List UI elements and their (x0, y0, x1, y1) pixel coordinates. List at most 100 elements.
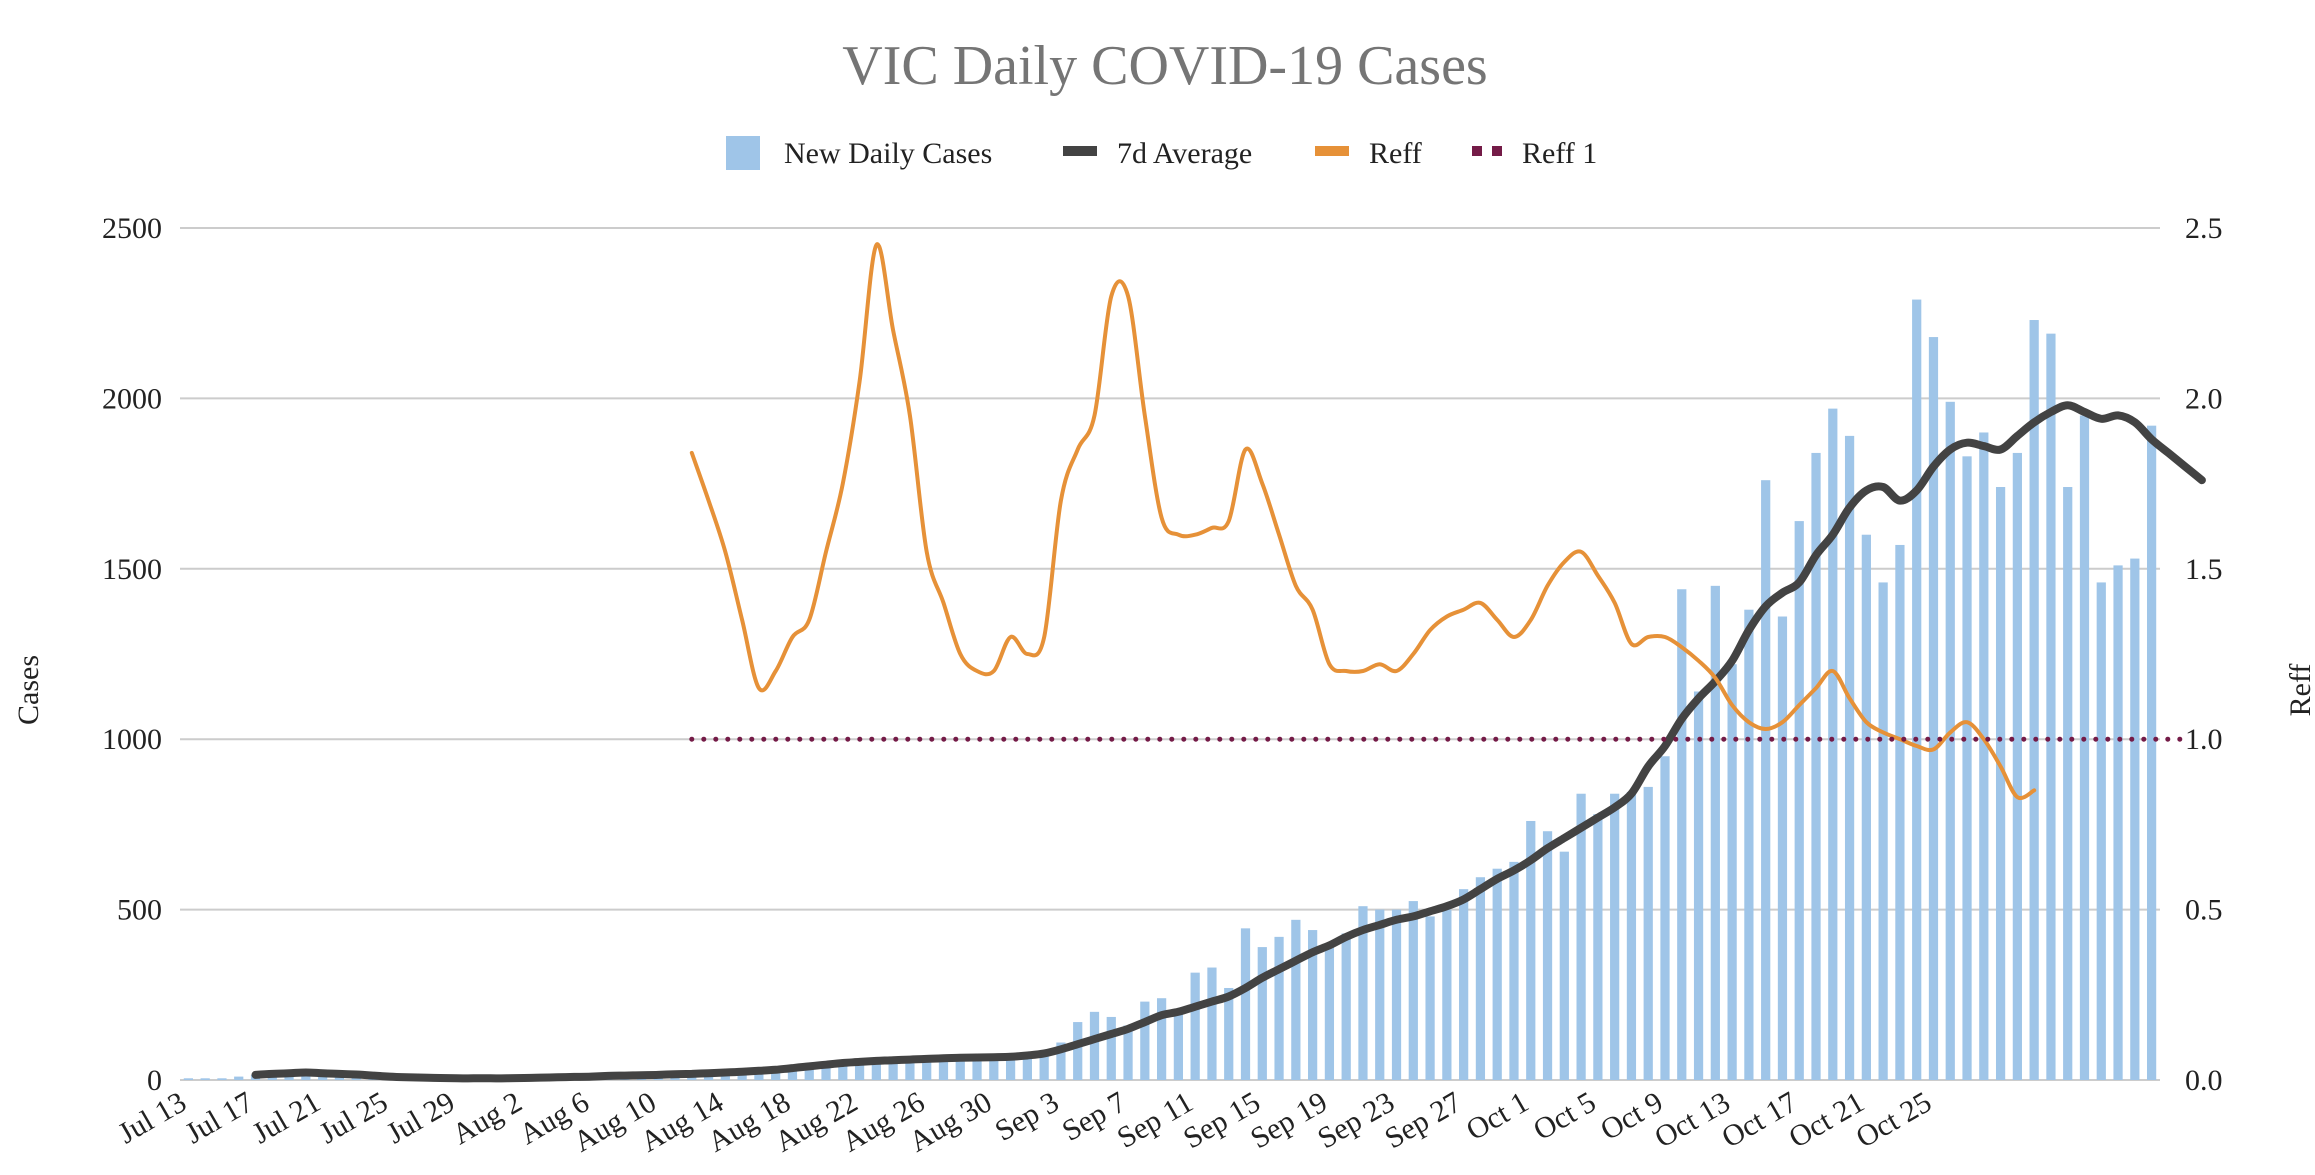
legend-item-reff-1[interactable]: Reff 1 (1472, 137, 1597, 170)
x-tick-label: Sep 3 (989, 1085, 1064, 1147)
bar-new-daily-cases (1509, 861, 1519, 1080)
bar-new-daily-cases (1626, 792, 1637, 1080)
bar-new-daily-cases (1056, 1042, 1066, 1080)
bar-new-daily-cases (1744, 609, 1754, 1080)
line-reff (689, 242, 2037, 801)
bar-series (183, 299, 2157, 1081)
x-tick-label: Oct 13 (1649, 1085, 1735, 1154)
legend-label-new-daily-cases: New Daily Cases (784, 137, 992, 170)
legend-swatch-new-daily-cases (726, 136, 760, 170)
bar-new-daily-cases (1576, 793, 1586, 1080)
bar-new-daily-cases (1291, 919, 1301, 1080)
bar-new-daily-cases (1542, 831, 1553, 1080)
bar-new-daily-cases (1559, 851, 1569, 1080)
bar-new-daily-cases (1324, 943, 1335, 1080)
bar-new-daily-cases (989, 1056, 999, 1080)
bar-new-daily-cases (1073, 1022, 1083, 1080)
bar-new-daily-cases (1526, 820, 1536, 1080)
bar-new-daily-cases (1962, 456, 1972, 1080)
bar-new-daily-cases (1005, 1056, 1016, 1080)
bar-new-daily-cases (1156, 998, 1167, 1080)
bar-new-daily-cases (1828, 408, 1838, 1080)
bar-new-daily-cases (1089, 1011, 1100, 1080)
bar-new-daily-cases (1475, 877, 1486, 1080)
bar-new-daily-cases (1341, 933, 1351, 1080)
bar-new-daily-cases (1190, 972, 1200, 1080)
bar-new-daily-cases (854, 1061, 865, 1080)
x-tick-label: Aug 2 (447, 1085, 528, 1151)
y2-tick-label: 1.5 (2185, 553, 2223, 586)
bar-new-daily-cases (1173, 1011, 1184, 1080)
line-7d-average (251, 401, 2206, 1083)
left-axis-ticks: 0 500 1000 1500 2000 2500 (102, 212, 162, 1097)
bar-new-daily-cases (1274, 936, 1284, 1080)
y2-tick-label: 0.0 (2185, 1064, 2223, 1097)
bar-new-daily-cases (1375, 909, 1385, 1080)
bar-new-daily-cases (1140, 1001, 1150, 1080)
bar-new-daily-cases (1039, 1052, 1049, 1080)
x-tick-label: Oct 21 (1783, 1086, 1869, 1155)
bar-new-daily-cases (1727, 664, 1737, 1080)
x-tick-label: Oct 17 (1716, 1085, 1802, 1154)
bar-new-daily-cases (1693, 691, 1704, 1080)
legend-label-reff-1: Reff 1 (1522, 137, 1597, 170)
x-tick-label: Jul 21 (247, 1085, 326, 1150)
bar-new-daily-cases (1794, 521, 1804, 1080)
y-tick-label: 1000 (102, 723, 162, 756)
bar-new-daily-cases (183, 1078, 194, 1080)
bar-new-daily-cases (1022, 1054, 1032, 1080)
bar-new-daily-cases (1643, 786, 1653, 1080)
bar-new-daily-cases (200, 1078, 210, 1080)
legend: New Daily Cases 7d Average Reff Reff 1 (726, 136, 1597, 170)
y-tick-label: 0 (147, 1064, 162, 1097)
x-tick-label: Oct 25 (1850, 1085, 1936, 1154)
legend-item-new-daily-cases[interactable]: New Daily Cases (726, 136, 992, 170)
bar-new-daily-cases (1442, 909, 1452, 1080)
x-tick-label: Sep 27 (1379, 1085, 1467, 1155)
x-tick-label: Sep 15 (1178, 1085, 1266, 1155)
y2-axis-title: Reff (2284, 664, 2315, 717)
x-tick-label: Oct 1 (1461, 1086, 1535, 1147)
legend-swatch-7d-average (1063, 146, 1097, 156)
legend-label-7d-average: 7d Average (1117, 137, 1252, 170)
bar-new-daily-cases (838, 1061, 848, 1080)
bar-new-daily-cases (1257, 947, 1267, 1080)
bar-new-daily-cases (2130, 558, 2140, 1080)
bar-new-daily-cases (234, 1076, 244, 1080)
legend-item-reff[interactable]: Reff (1315, 137, 1422, 170)
bar-new-daily-cases (1492, 868, 1502, 1080)
bar-new-daily-cases (938, 1059, 949, 1080)
bar-new-daily-cases (2046, 333, 2056, 1080)
bar-new-daily-cases (1240, 928, 1251, 1080)
bar-new-daily-cases (1844, 435, 1855, 1080)
bar-new-daily-cases (1878, 582, 1888, 1080)
bar-new-daily-cases (2146, 425, 2157, 1080)
y2-tick-label: 1.0 (2185, 723, 2223, 756)
bar-new-daily-cases (1677, 589, 1687, 1080)
y2-tick-label: 0.5 (2185, 894, 2223, 927)
legend-swatch-reff-1-dot-b (1492, 146, 1502, 156)
legend-swatch-reff-1-dot-a (1472, 146, 1482, 156)
bar-new-daily-cases (871, 1059, 881, 1080)
bar-new-daily-cases (2113, 565, 2123, 1080)
bar-new-daily-cases (1912, 299, 1922, 1080)
bar-new-daily-cases (804, 1064, 814, 1080)
bar-new-daily-cases (1928, 337, 1939, 1080)
bar-new-daily-cases (217, 1078, 227, 1080)
bar-new-daily-cases (2012, 452, 2022, 1081)
right-axis-ticks: 0.0 0.5 1.0 1.5 2.0 2.5 (2185, 212, 2223, 1097)
bar-new-daily-cases (1777, 616, 1788, 1080)
legend-item-7d-average[interactable]: 7d Average (1063, 137, 1252, 170)
bar-new-daily-cases (1593, 814, 1603, 1080)
y-tick-label: 2000 (102, 382, 162, 415)
bar-new-daily-cases (922, 1059, 932, 1080)
legend-swatch-reff (1315, 146, 1349, 156)
y-axis-title: Cases (12, 655, 45, 725)
y2-tick-label: 2.0 (2185, 382, 2223, 415)
bar-new-daily-cases (1660, 756, 1670, 1080)
bar-new-daily-cases (1861, 534, 1871, 1080)
bar-new-daily-cases (905, 1059, 915, 1080)
y-tick-label: 1500 (102, 553, 162, 586)
